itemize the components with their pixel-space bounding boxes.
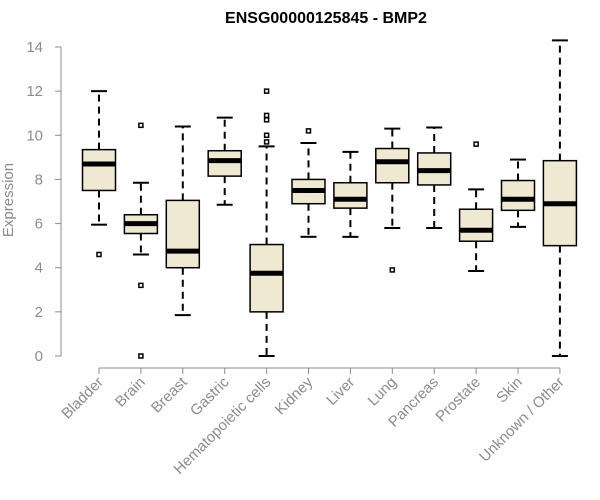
box-group bbox=[81, 90, 117, 258]
box-group bbox=[500, 158, 536, 228]
y-tick-label: 8 bbox=[35, 171, 43, 188]
chart-title: ENSG00000125845 - BMP2 bbox=[225, 10, 427, 27]
outlier-point bbox=[96, 251, 102, 258]
y-tick-label: 14 bbox=[26, 39, 43, 56]
box-group bbox=[249, 88, 284, 357]
box-group bbox=[291, 128, 326, 238]
outlier-point bbox=[263, 139, 270, 145]
box-group bbox=[458, 141, 494, 273]
iqr-box bbox=[165, 199, 201, 269]
y-axis-label: Expression bbox=[0, 163, 17, 237]
outlier-point bbox=[138, 282, 144, 289]
outlier-point bbox=[263, 132, 270, 139]
iqr-box bbox=[249, 243, 284, 313]
boxes-layer bbox=[81, 39, 578, 359]
x-tick-label: Breast bbox=[148, 373, 191, 416]
outlier-point bbox=[263, 117, 270, 123]
outlier-point bbox=[138, 122, 144, 129]
box-group bbox=[123, 122, 159, 359]
box-group bbox=[165, 125, 201, 317]
iqr-box bbox=[207, 149, 242, 177]
x-tick-label: Kidney bbox=[272, 373, 317, 418]
x-tick-label: Lung bbox=[365, 374, 401, 410]
iqr-box bbox=[333, 181, 368, 209]
outlier-point bbox=[263, 88, 270, 94]
box-group bbox=[542, 39, 578, 357]
iqr-box bbox=[81, 148, 117, 192]
y-tick-label: 2 bbox=[35, 304, 43, 321]
outlier-point bbox=[305, 128, 312, 134]
box-group bbox=[333, 150, 368, 238]
y-tick-label: 12 bbox=[26, 83, 43, 100]
box-group bbox=[416, 126, 452, 229]
iqr-box bbox=[375, 147, 410, 184]
outlier-point bbox=[473, 141, 479, 147]
y-tick-label: 10 bbox=[26, 127, 43, 144]
outlier-point bbox=[138, 353, 144, 359]
box-group bbox=[207, 116, 242, 206]
y-tick-label: 4 bbox=[35, 260, 43, 277]
y-axis: 0 2 4 6 8 10 12 14 bbox=[26, 39, 62, 365]
x-tick-label: Prostate bbox=[432, 374, 484, 426]
outlier-point bbox=[389, 267, 396, 273]
outlier-point bbox=[263, 112, 270, 119]
x-tick-label: Liver bbox=[323, 374, 358, 409]
x-tick-label: Brain bbox=[112, 374, 149, 411]
iqr-box bbox=[458, 208, 494, 242]
box-group bbox=[375, 127, 410, 273]
x-tick-label: Skin bbox=[493, 374, 526, 407]
y-tick-label: 6 bbox=[35, 216, 43, 233]
y-tick-label: 0 bbox=[35, 348, 43, 365]
iqr-box bbox=[500, 179, 536, 212]
x-tick-label: Bladder bbox=[58, 374, 107, 423]
